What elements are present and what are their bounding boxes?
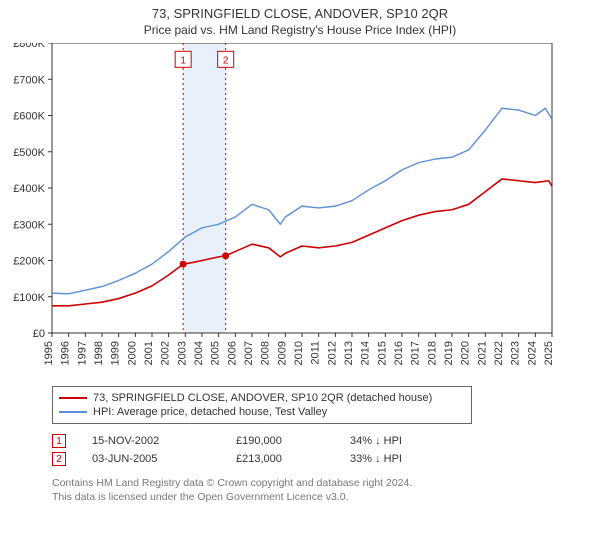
svg-text:2007: 2007 [243,341,255,365]
svg-text:1995: 1995 [43,341,55,365]
svg-text:£400K: £400K [13,183,45,195]
svg-text:2022: 2022 [493,341,505,365]
sale-price: £190,000 [236,435,346,447]
sale-diff: 34% ↓ HPI [350,435,402,447]
svg-text:1998: 1998 [93,341,105,365]
svg-text:2017: 2017 [410,341,422,365]
svg-text:1999: 1999 [110,341,122,365]
legend-swatch [59,411,87,413]
svg-text:2025: 2025 [543,341,555,365]
svg-text:2012: 2012 [326,341,338,365]
table-row: 2 03-JUN-2005 £213,000 33% ↓ HPI [52,450,600,468]
svg-text:£200K: £200K [13,256,45,268]
svg-text:£600K: £600K [13,111,45,123]
sale-date: 03-JUN-2005 [92,453,232,465]
svg-text:2015: 2015 [376,341,388,365]
footer-line: Contains HM Land Registry data © Crown c… [52,476,600,490]
svg-text:2006: 2006 [226,341,238,365]
svg-text:1996: 1996 [60,341,72,365]
legend-item: 73, SPRINGFIELD CLOSE, ANDOVER, SP10 2QR… [59,391,465,405]
page-subtitle: Price paid vs. HM Land Registry's House … [0,21,600,43]
legend: 73, SPRINGFIELD CLOSE, ANDOVER, SP10 2QR… [52,386,472,424]
svg-text:2005: 2005 [210,341,222,365]
svg-text:1: 1 [180,55,186,66]
svg-text:2000: 2000 [126,341,138,365]
svg-text:£0: £0 [33,328,45,340]
legend-swatch [59,397,87,399]
svg-text:£700K: £700K [13,74,45,86]
svg-text:2023: 2023 [510,341,522,365]
svg-text:£800K: £800K [13,43,45,50]
page-title: 73, SPRINGFIELD CLOSE, ANDOVER, SP10 2QR [0,0,600,21]
svg-text:2018: 2018 [426,341,438,365]
svg-text:2016: 2016 [393,341,405,365]
footer-attribution: Contains HM Land Registry data © Crown c… [52,476,600,504]
svg-text:2003: 2003 [176,341,188,365]
svg-text:£500K: £500K [13,147,45,159]
sale-diff: 33% ↓ HPI [350,453,402,465]
svg-text:1997: 1997 [76,341,88,365]
svg-text:2019: 2019 [443,341,455,365]
svg-text:2004: 2004 [193,341,205,365]
svg-text:2001: 2001 [143,341,155,365]
svg-text:2013: 2013 [343,341,355,365]
svg-text:2014: 2014 [360,341,372,365]
svg-text:2010: 2010 [293,341,305,365]
legend-label: HPI: Average price, detached house, Test… [93,406,327,418]
chart-container: £0 £100K £200K £300K £400K £500K £600K £700K £80… [0,43,600,378]
svg-text:2021: 2021 [476,341,488,365]
svg-text:2: 2 [223,55,229,66]
svg-text:2011: 2011 [310,341,322,365]
legend-label: 73, SPRINGFIELD CLOSE, ANDOVER, SP10 2QR… [93,392,432,404]
sale-marker-icon: 2 [52,452,66,466]
footer-line: This data is licensed under the Open Gov… [52,490,600,504]
sales-table: 1 15-NOV-2002 £190,000 34% ↓ HPI 2 03-JU… [52,432,600,468]
sale-price: £213,000 [236,453,346,465]
svg-text:2008: 2008 [260,341,272,365]
svg-text:2024: 2024 [526,341,538,365]
sale-marker-icon: 1 [52,434,66,448]
svg-text:2009: 2009 [276,341,288,365]
svg-text:£300K: £300K [13,219,45,231]
svg-text:2020: 2020 [460,341,472,365]
sale-date: 15-NOV-2002 [92,435,232,447]
svg-text:£100K: £100K [13,292,45,304]
table-row: 1 15-NOV-2002 £190,000 34% ↓ HPI [52,432,600,450]
price-chart: £0 £100K £200K £300K £400K £500K £600K £700K £80… [0,43,560,373]
legend-item: HPI: Average price, detached house, Test… [59,405,465,419]
svg-text:2002: 2002 [160,341,172,365]
